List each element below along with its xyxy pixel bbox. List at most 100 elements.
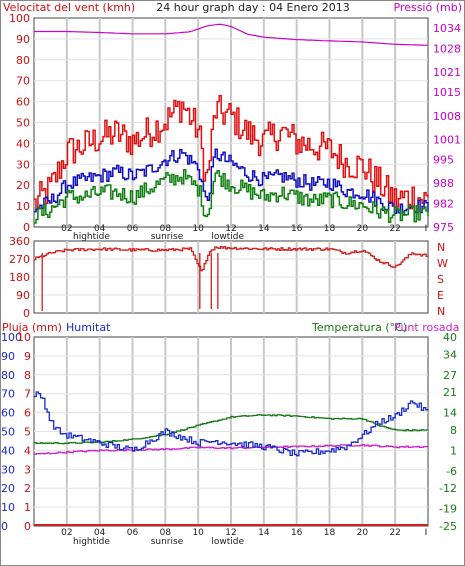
wind-minimum-line xyxy=(34,169,429,224)
direction-axis-tick: 90 xyxy=(16,289,30,302)
hour-tick-label: 02 xyxy=(61,224,72,234)
hour-tick-label: I xyxy=(425,224,428,234)
humidity-axis-tick: 30 xyxy=(1,463,15,476)
pressure-axis-tick: 1015 xyxy=(433,86,461,99)
event-label: sunrise xyxy=(151,537,184,547)
humidity-axis-tick: 90 xyxy=(1,350,15,363)
rain-axis-tick: 8 xyxy=(24,369,31,382)
wind-axis-tick: 30 xyxy=(16,158,30,171)
direction-axis-tick: 0 xyxy=(23,307,30,320)
direction-letter-s: S xyxy=(437,273,444,286)
humidity-axis-tick: 100 xyxy=(1,331,22,344)
direction-letter-e: E xyxy=(437,289,444,302)
hour-tick-label: I xyxy=(425,528,428,538)
event-label: hightide xyxy=(73,232,110,242)
direction-letter-n-top: N xyxy=(437,241,445,254)
rain-axis-tick: 2 xyxy=(24,482,31,495)
humidity-axis-label: Humitat xyxy=(66,321,111,334)
wind-axis-tick: 70 xyxy=(16,75,30,88)
hour-tick-label: 10 xyxy=(192,224,204,234)
pressure-axis-tick: 1021 xyxy=(433,66,461,79)
hour-tick-label: 16 xyxy=(291,224,303,234)
humidity-axis-tick: 70 xyxy=(1,388,15,401)
pressure-axis-tick: 1008 xyxy=(433,110,461,123)
hour-tick-label: 14 xyxy=(258,528,270,538)
hour-tick-label: 12 xyxy=(225,528,236,538)
hour-tick-label: 04 xyxy=(94,528,106,538)
hour-tick-label: 12 xyxy=(225,224,236,234)
wind-direction-line xyxy=(34,245,429,272)
hour-tick-label: 14 xyxy=(258,224,270,234)
direction-letter-n-bottom: N xyxy=(437,305,445,318)
dewpoint-axis-label: Punt rosada xyxy=(394,321,459,334)
rain-axis-tick: 5 xyxy=(24,426,31,439)
event-label: lowtide xyxy=(211,537,244,547)
wind-average-line xyxy=(34,148,429,216)
humidity-axis-tick: 10 xyxy=(1,501,15,514)
humidity-axis-tick: 40 xyxy=(1,444,15,457)
hour-tick-label: 08 xyxy=(160,224,172,234)
hour-tick-label: 10 xyxy=(192,528,204,538)
wind-axis-tick: 10 xyxy=(16,200,30,213)
wind-axis-tick: 60 xyxy=(16,96,30,109)
pressure-axis-tick: 1001 xyxy=(433,133,461,146)
event-label: sunrise xyxy=(151,232,184,242)
temperature-axis-tick: -25 xyxy=(439,520,457,533)
wind-axis-tick: 0 xyxy=(23,221,30,234)
temperature-axis-tick: 27 xyxy=(443,369,457,382)
pressure-axis-label: Pressió (mb) xyxy=(393,1,462,14)
hour-tick-label: 22 xyxy=(389,224,400,234)
direction-axis-tick: 180 xyxy=(9,271,30,284)
humidity-axis-tick: 0 xyxy=(1,520,8,533)
temperature-line xyxy=(34,414,429,445)
rain-axis-tick: 4 xyxy=(24,444,31,457)
hour-tick-label: 16 xyxy=(291,528,303,538)
hour-tick-label: 06 xyxy=(127,528,139,538)
temperature-axis-tick: 40 xyxy=(443,331,457,344)
wind-axis-tick: 20 xyxy=(16,179,30,192)
humidity-axis-tick: 50 xyxy=(1,426,15,439)
rain-axis-label: Pluja (mm) xyxy=(2,321,62,334)
rain-axis-tick: 0 xyxy=(24,520,31,533)
direction-axis-tick: 360 xyxy=(9,235,30,248)
humidity-axis-tick: 80 xyxy=(1,369,15,382)
temperature-axis-tick: -12 xyxy=(439,482,457,495)
hour-tick-label: 02 xyxy=(61,528,72,538)
hour-tick-label: 20 xyxy=(357,528,369,538)
hour-tick-label: 20 xyxy=(357,224,369,234)
pressure-line xyxy=(34,23,429,46)
hour-tick-label: 18 xyxy=(324,528,336,538)
hour-tick-label: 06 xyxy=(127,224,139,234)
pressure-axis-tick: 988 xyxy=(433,177,454,190)
humidity-axis-tick: 60 xyxy=(1,407,15,420)
temperature-axis-label: Temperatura (°C) xyxy=(311,321,407,334)
direction-letter-w: W xyxy=(437,257,448,270)
wind-gust-line xyxy=(34,94,429,214)
pressure-axis-tick: 1034 xyxy=(433,22,461,35)
temperature-axis-tick: -19 xyxy=(439,503,457,516)
event-label: lowtide xyxy=(211,232,244,242)
pressure-axis-tick: 982 xyxy=(433,197,454,210)
temperature-axis-tick: 1 xyxy=(450,444,457,457)
rain-axis-tick: 9 xyxy=(24,350,31,363)
rain-axis-tick: 10 xyxy=(17,331,31,344)
hour-tick-label: 08 xyxy=(160,528,172,538)
wind-axis-tick: 90 xyxy=(16,33,30,46)
temperature-axis-tick: 8 xyxy=(450,424,457,437)
humidity-line xyxy=(34,391,429,457)
wind-speed-axis-label: Velocitat del vent (kmh) xyxy=(3,1,135,14)
humidity-axis-tick: 20 xyxy=(1,482,15,495)
pressure-axis-tick: 975 xyxy=(433,221,454,234)
wind-axis-tick: 50 xyxy=(16,117,30,130)
rain-axis-tick: 6 xyxy=(24,407,31,420)
pressure-axis-tick: 995 xyxy=(433,154,454,167)
event-label: hightide xyxy=(73,537,110,547)
dewpoint-line xyxy=(34,444,429,455)
hour-tick-label: 18 xyxy=(324,224,336,234)
hour-tick-label: 22 xyxy=(389,528,400,538)
hour-tick-label: 04 xyxy=(94,224,106,234)
temperature-axis-tick: -6 xyxy=(446,465,457,478)
temperature-axis-tick: 21 xyxy=(443,386,457,399)
